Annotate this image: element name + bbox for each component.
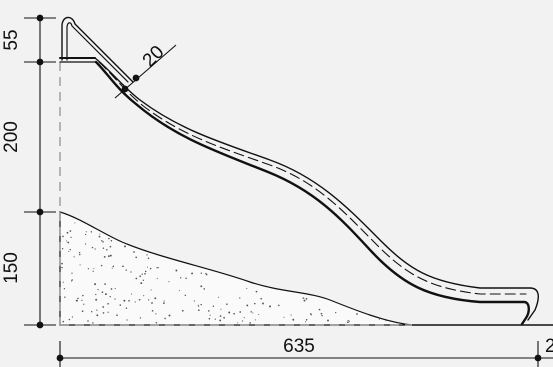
step-height-label: 55 (1, 29, 22, 50)
slide-height-label: 200 (1, 121, 22, 153)
slide-chute-bottom-edge (94, 60, 530, 326)
slide-handrail (61, 16, 134, 83)
vertical-dimension-dot (36, 58, 44, 66)
platform-height-label: 150 (1, 252, 22, 284)
horizontal-dimension: 635 2 (56, 336, 553, 367)
vertical-dimension-dot (36, 14, 44, 22)
ground-texture (61, 222, 387, 324)
thickness-dimension-dot (132, 74, 140, 82)
vertical-dimension-chain: 55 200 150 (1, 14, 56, 329)
slide-chute-top-edge (94, 57, 539, 321)
slide (59, 16, 539, 326)
horizontal-dimension-dot (56, 354, 64, 362)
slide-chute-centerline (98, 61, 527, 295)
ground-mound (59, 211, 413, 326)
vertical-dimension-dot (36, 321, 44, 329)
thickness-dimension-label: 20 (139, 42, 169, 72)
thickness-dimension: 20 (114, 42, 177, 99)
end-offset-label: 2 (545, 336, 553, 357)
vertical-dimension-dot (36, 208, 44, 216)
horizontal-length-label: 635 (283, 336, 315, 357)
horizontal-dimension-dot (534, 354, 542, 362)
thickness-dimension-dot (121, 85, 129, 93)
slide-handrail-inner (66, 22, 129, 83)
